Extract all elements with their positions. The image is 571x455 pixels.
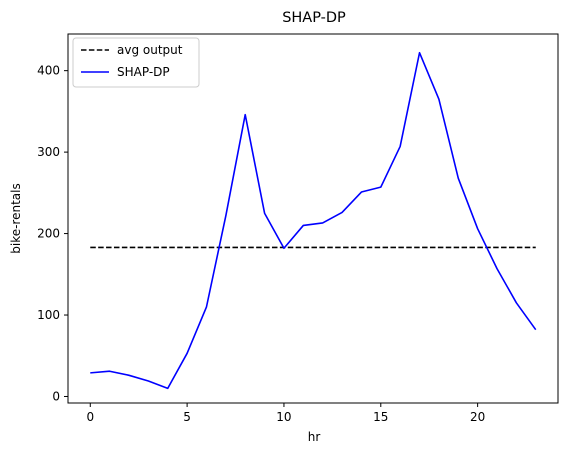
y-tick-label-300: 300 bbox=[37, 145, 60, 159]
y-tick-label-100: 100 bbox=[37, 308, 60, 322]
chart-title: SHAP-DP bbox=[282, 10, 346, 26]
legend-avg-output-label: avg output bbox=[117, 43, 183, 57]
plot-area: 0 5 10 15 20 0 100 200 300 400 bbox=[37, 34, 558, 424]
y-tick-label-400: 400 bbox=[37, 64, 60, 78]
x-tick-label-15: 15 bbox=[373, 410, 388, 424]
x-axis-label: hr bbox=[308, 430, 321, 444]
y-tick-label-0: 0 bbox=[52, 389, 60, 403]
series-layer bbox=[90, 53, 535, 389]
x-tick-label-10: 10 bbox=[276, 410, 291, 424]
y-axis-label: bike-rentals bbox=[9, 183, 23, 254]
plot-frame bbox=[68, 34, 558, 403]
series-line-1 bbox=[90, 53, 535, 389]
x-tick-label-5: 5 bbox=[183, 410, 191, 424]
x-tick-label-20: 20 bbox=[470, 410, 485, 424]
y-axis-ticks: 0 100 200 300 400 bbox=[37, 64, 68, 404]
x-axis-ticks: 0 5 10 15 20 bbox=[86, 403, 485, 424]
x-tick-label-0: 0 bbox=[86, 410, 94, 424]
legend-shap-dp-label: SHAP-DP bbox=[117, 65, 170, 79]
legend: avg output SHAP-DP bbox=[73, 38, 199, 87]
y-tick-label-200: 200 bbox=[37, 227, 60, 241]
